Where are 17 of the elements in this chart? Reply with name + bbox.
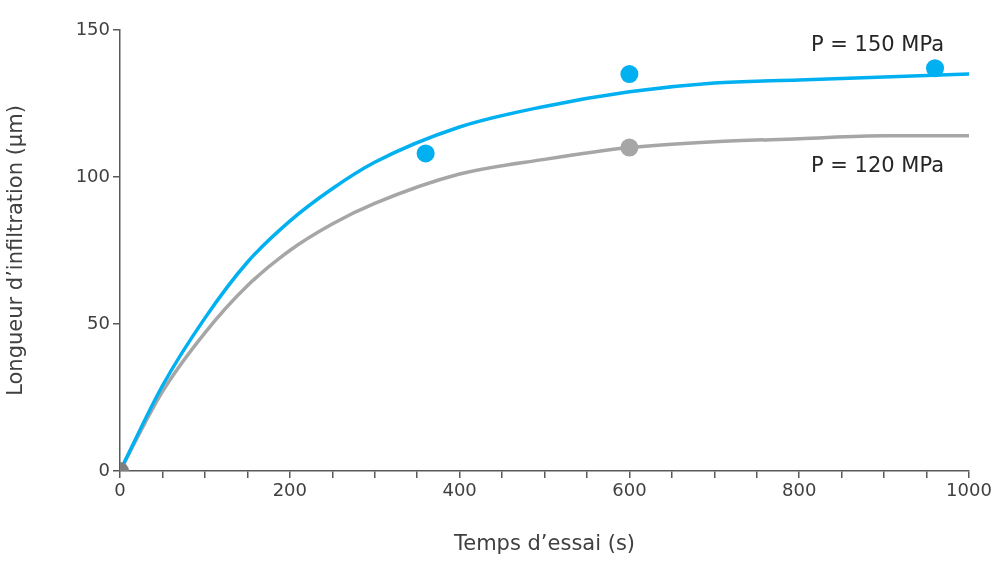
x-axis-title: Temps d’essai (s) bbox=[452, 530, 636, 555]
point bbox=[926, 59, 945, 78]
x-tick-label: 0 bbox=[114, 479, 126, 501]
y-tick-label: 100 bbox=[75, 164, 110, 186]
y-tick-label: 50 bbox=[87, 311, 110, 333]
point bbox=[620, 65, 639, 84]
point bbox=[416, 144, 435, 163]
series-label: P = 150 MPa bbox=[810, 32, 944, 57]
x-tick-label: 1000 bbox=[946, 479, 992, 501]
x-tick-label: 800 bbox=[782, 479, 817, 501]
series-label: P = 120 MPa bbox=[810, 152, 944, 177]
x-tick-label: 600 bbox=[612, 479, 647, 501]
y-tick-label: 150 bbox=[75, 17, 110, 39]
x-tick-label: 200 bbox=[272, 479, 307, 501]
x-tick-label: 400 bbox=[442, 479, 477, 501]
y-tick-label: 0 bbox=[98, 458, 110, 480]
y-axis-title: Longueur d’infiltration (µm) bbox=[3, 105, 28, 396]
